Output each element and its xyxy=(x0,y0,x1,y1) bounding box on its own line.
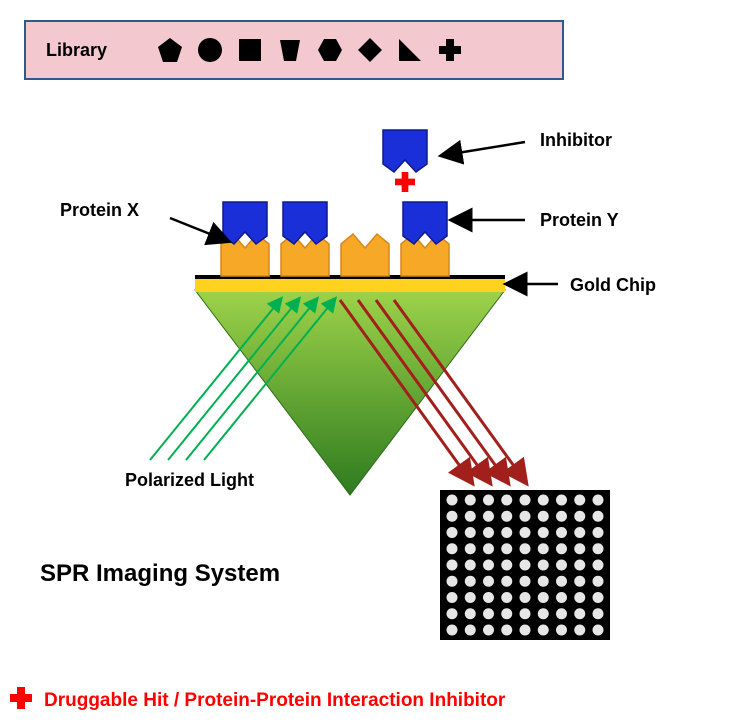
library-shapes xyxy=(157,37,463,63)
library-box: Library xyxy=(24,20,564,80)
trapezoid-icon xyxy=(277,37,303,63)
plus-icon xyxy=(437,37,463,63)
diamond-icon xyxy=(357,37,383,63)
library-label: Library xyxy=(46,40,107,61)
label-protein-x: Protein X xyxy=(60,200,139,221)
label-inhibitor: Inhibitor xyxy=(540,130,612,151)
right-triangle-icon xyxy=(397,37,423,63)
pentagon-icon xyxy=(157,37,183,63)
label-protein-y: Protein Y xyxy=(540,210,619,231)
hexagon-icon xyxy=(317,37,343,63)
label-spr-system: SPR Imaging System xyxy=(40,560,280,588)
footer-text: Druggable Hit / Protein-Protein Interact… xyxy=(44,690,505,712)
label-polarized-light: Polarized Light xyxy=(125,470,254,491)
druggable-hit-icon xyxy=(8,685,34,716)
footer: Druggable Hit / Protein-Protein Interact… xyxy=(8,685,505,716)
diagram: Protein X Inhibitor Protein Y Gold Chip … xyxy=(0,100,746,660)
label-gold-chip: Gold Chip xyxy=(570,275,656,296)
circle-icon xyxy=(197,37,223,63)
square-icon xyxy=(237,37,263,63)
